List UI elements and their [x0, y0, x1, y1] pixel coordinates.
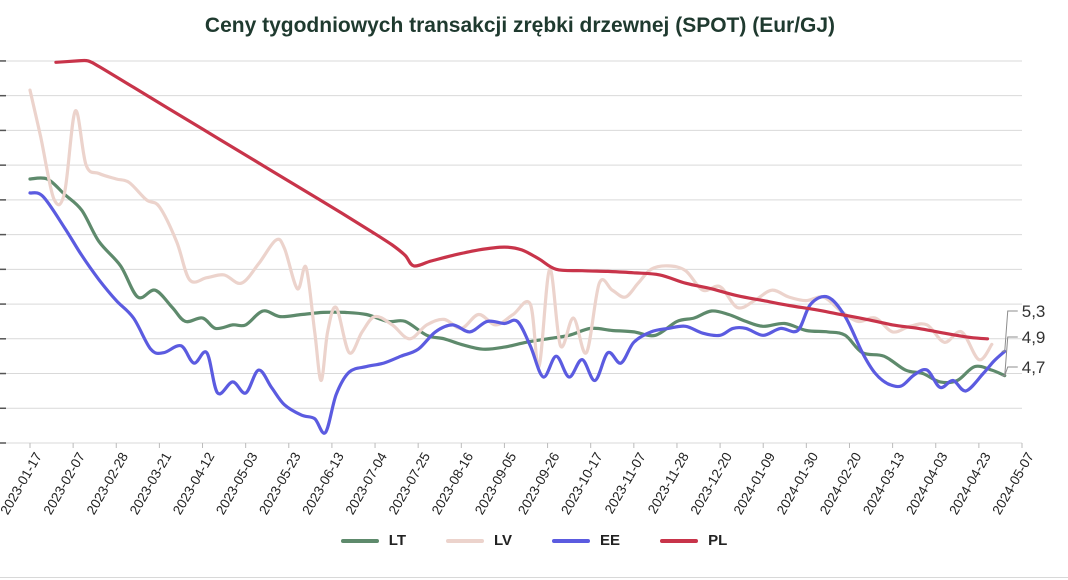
- series-line-lv: [28, 88, 994, 383]
- x-tick-label: 2023-12-20: [687, 450, 735, 517]
- x-tick-label: 2023-04-12: [170, 450, 218, 517]
- x-axis-tick-labels: 2023-01-172023-02-072023-02-282023-03-21…: [0, 443, 1037, 517]
- x-tick-label: 2023-03-21: [127, 450, 175, 517]
- x-tick-label: 2023-09-26: [515, 450, 563, 517]
- x-tick-label: 2023-07-04: [342, 449, 390, 517]
- chart-title: Ceny tygodniowych transakcji zrębki drze…: [204, 14, 836, 37]
- legend-item-pl: PL: [660, 532, 727, 549]
- x-tick-label: 2023-11-07: [602, 450, 649, 516]
- x-tick-label: 2023-01-17: [0, 450, 45, 517]
- legend-item-ee: EE: [552, 532, 620, 549]
- series-line-lt: [28, 176, 1007, 385]
- legend-item-lv: LV: [445, 532, 513, 549]
- legend: LT LV EE PL: [0, 532, 1068, 549]
- legend-label: EE: [600, 532, 621, 549]
- series-line-pl: [54, 58, 990, 341]
- bottom-divider: [0, 577, 1068, 578]
- legend-swatch: [445, 538, 484, 543]
- x-tick-label: 2023-05-03: [213, 450, 261, 517]
- legend-label: PL: [708, 532, 728, 549]
- series-line-ee: [28, 191, 1007, 435]
- legend-label: LT: [388, 532, 406, 549]
- x-tick-label: 2023-07-25: [386, 450, 434, 517]
- x-tick-label: 2024-04-03: [903, 450, 951, 517]
- x-tick-label: 2024-01-30: [774, 450, 822, 517]
- callout-leader: [1001, 336, 1018, 377]
- x-tick-label: 2023-11-28: [645, 450, 692, 516]
- legend-item-lt: LT: [340, 532, 406, 549]
- end-value-label: 4,7: [1022, 358, 1046, 377]
- x-tick-label: 2024-01-09: [731, 450, 779, 517]
- legend-swatch: [660, 538, 699, 543]
- x-tick-label: 2023-02-07: [41, 450, 89, 517]
- x-tick-label: 2024-04-23: [946, 450, 994, 517]
- end-value-label: 5,3: [1022, 302, 1046, 321]
- x-tick-label: 2024-05-07: [989, 450, 1037, 517]
- series-lines: [28, 58, 1007, 435]
- x-tick-label: 2024-03-13: [860, 450, 908, 517]
- x-tick-label: 2024-02-20: [817, 450, 865, 517]
- x-tick-label: 2023-09-05: [472, 450, 520, 517]
- x-tick-label: 2023-06-13: [299, 450, 347, 517]
- x-tick-label: 2023-02-28: [84, 450, 132, 517]
- x-tick-label: 2023-05-23: [256, 450, 304, 517]
- gridlines: [0, 60, 1022, 444]
- legend-label: LV: [493, 532, 513, 549]
- end-value-label: 4,9: [1022, 328, 1046, 347]
- callout-leader: [1001, 310, 1018, 352]
- x-tick-label: 2023-10-17: [558, 450, 606, 517]
- x-tick-label: 2023-08-16: [429, 450, 477, 517]
- legend-swatch: [552, 538, 591, 543]
- callout-leader: [1001, 366, 1018, 377]
- legend-swatch: [340, 538, 379, 543]
- end-annotations: 5,3 4,9 4,7: [1001, 302, 1046, 377]
